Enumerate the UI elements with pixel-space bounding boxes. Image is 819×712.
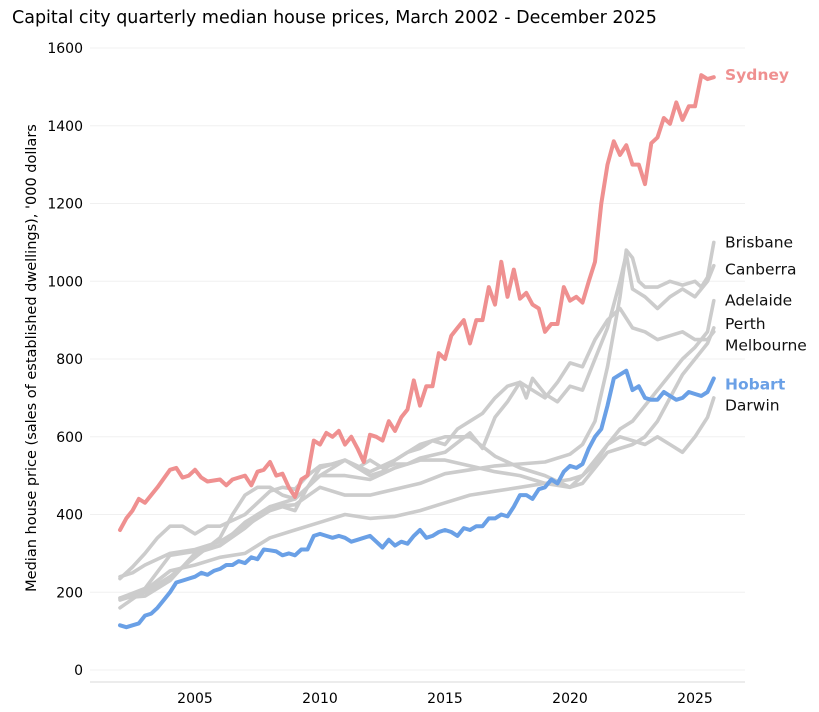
series-label-adelaide: Adelaide	[725, 292, 792, 310]
y-tick-400: 400	[56, 508, 83, 524]
y-tick-0: 0	[74, 663, 83, 679]
series-label-darwin: Darwin	[725, 397, 780, 415]
series-line-darwin	[118, 396, 716, 600]
series-label-sydney: Sydney	[725, 66, 789, 84]
y-tick-1600: 1600	[47, 41, 83, 57]
series-lines	[118, 73, 716, 630]
series-label-hobart: Hobart	[725, 375, 786, 393]
series-label-brisbane: Brisbane	[725, 233, 793, 251]
y-tick-800: 800	[56, 352, 83, 368]
series-label-melbourne: Melbourne	[725, 336, 807, 354]
series-label-perth: Perth	[725, 315, 766, 333]
y-tick-1400: 1400	[47, 119, 83, 135]
series-line-adelaide	[118, 298, 716, 610]
y-tick-1200: 1200	[47, 197, 83, 213]
x-tick-2015: 2015	[427, 691, 463, 707]
series-line-hobart	[118, 368, 716, 630]
x-tick-2025: 2025	[677, 691, 713, 707]
series-line-sydney	[118, 73, 716, 532]
y-axis-ticks: 0 200 400 600 800 1000 1200 1400 1600	[47, 41, 83, 679]
x-tick-2010: 2010	[302, 691, 338, 707]
chart-title: Capital city quarterly median house pric…	[12, 8, 657, 28]
series-line-melbourne	[118, 306, 716, 579]
series-labels: Sydney Brisbane Canberra Adelaide Perth Melbo…	[725, 66, 807, 414]
y-axis-label: Median house price (sales of established…	[24, 124, 40, 592]
y-tick-600: 600	[56, 430, 83, 446]
y-tick-1000: 1000	[47, 274, 83, 290]
series-line-perth	[118, 326, 716, 602]
gridlines	[90, 47, 745, 671]
x-tick-2020: 2020	[552, 691, 588, 707]
x-tick-2005: 2005	[177, 691, 213, 707]
series-label-canberra: Canberra	[725, 261, 797, 279]
series-line-canberra	[118, 252, 716, 581]
x-axis-ticks: 2005 2010 2015 2020 2025	[177, 691, 713, 707]
y-tick-200: 200	[56, 585, 83, 601]
